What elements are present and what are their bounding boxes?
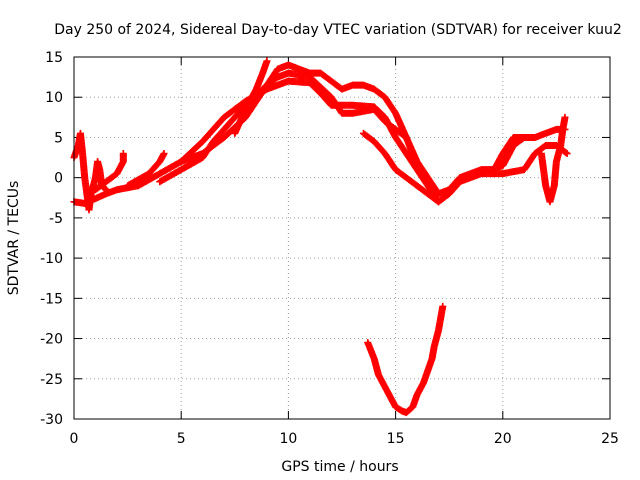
data-point-marker bbox=[563, 150, 571, 158]
y-tick-label: -25 bbox=[40, 372, 63, 388]
x-axis-label: GPS time / hours bbox=[281, 459, 398, 475]
data-point-marker bbox=[160, 150, 168, 158]
x-tick-label: 25 bbox=[601, 431, 619, 447]
y-tick-label: -15 bbox=[40, 291, 63, 307]
data-point-marker bbox=[434, 198, 442, 206]
data-point-marker bbox=[434, 190, 442, 198]
data-series bbox=[70, 57, 571, 417]
data-point-marker bbox=[102, 186, 110, 194]
data-point-marker bbox=[561, 125, 569, 133]
series-pass-j bbox=[488, 125, 569, 178]
y-axis-label: SDTVAR / TECUs bbox=[6, 181, 22, 296]
data-point-marker bbox=[433, 197, 441, 205]
y-tick-label: -5 bbox=[49, 211, 63, 227]
data-point-marker bbox=[101, 185, 109, 193]
x-tick-label: 10 bbox=[279, 431, 297, 447]
plot-frame bbox=[73, 56, 611, 420]
x-tick-label: 5 bbox=[177, 431, 186, 447]
x-tick-label: 15 bbox=[387, 431, 405, 447]
data-point-marker bbox=[119, 150, 127, 158]
series-pass-h bbox=[70, 129, 110, 214]
series-pass-f bbox=[231, 57, 271, 137]
grid bbox=[74, 57, 610, 419]
series-pass-k bbox=[364, 302, 447, 417]
data-point-marker bbox=[561, 113, 569, 121]
chart-title: Day 250 of 2024, Sidereal Day-to-day VTE… bbox=[54, 22, 622, 38]
y-tick-label: -30 bbox=[40, 412, 63, 428]
data-point-marker bbox=[562, 149, 570, 157]
data-point-marker bbox=[439, 302, 447, 310]
y-tick-label: 15 bbox=[45, 50, 63, 66]
y-tick-label: -10 bbox=[40, 251, 63, 267]
series-pass-a bbox=[70, 77, 571, 207]
y-tick-label: 5 bbox=[54, 130, 63, 146]
x-tick-label: 20 bbox=[494, 431, 512, 447]
series-pass-c bbox=[124, 150, 168, 190]
data-point-marker bbox=[434, 189, 442, 197]
data-point-marker bbox=[263, 57, 271, 65]
y-tick-label: 10 bbox=[45, 90, 63, 106]
x-tick-label: 0 bbox=[70, 431, 79, 447]
y-tick-label: 0 bbox=[54, 171, 63, 187]
y-tick-label: -20 bbox=[40, 332, 63, 348]
axis-ticks: 0 5 10 15 20 25 -30 -25 -20 -15 -10 -5 0 5 10 15 bbox=[40, 50, 619, 447]
series-pass-g bbox=[359, 129, 442, 206]
